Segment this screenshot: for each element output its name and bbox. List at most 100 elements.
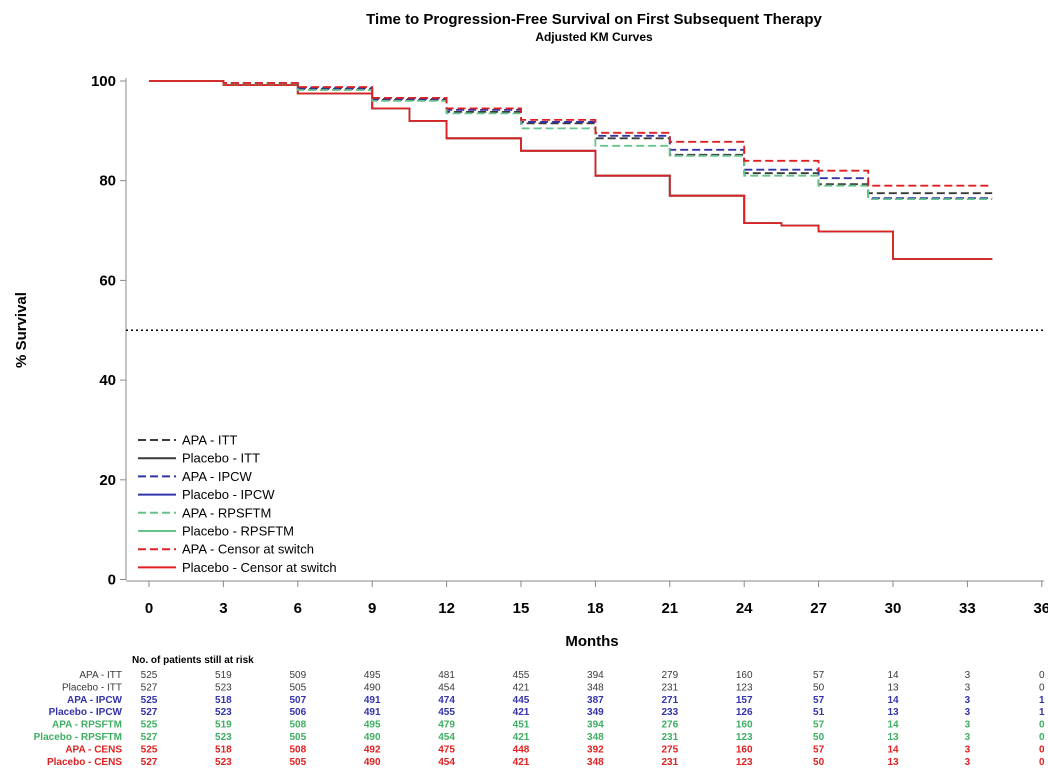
x-tick-label: 27 xyxy=(810,600,827,617)
risk-cell: 454 xyxy=(438,757,455,768)
x-tick-label: 12 xyxy=(438,600,455,617)
risk-cell: 421 xyxy=(513,707,530,718)
risk-cell: 525 xyxy=(141,670,158,681)
risk-cell: 505 xyxy=(289,732,306,743)
series-line-apa-itt xyxy=(149,80,993,195)
x-tick-label: 6 xyxy=(294,600,302,617)
risk-cell: 50 xyxy=(813,757,825,768)
risk-cell: 123 xyxy=(736,682,753,693)
risk-cell: 57 xyxy=(813,720,825,731)
risk-cell: 495 xyxy=(364,670,381,681)
x-tick-label: 36 xyxy=(1033,600,1048,617)
risk-cell: 523 xyxy=(215,682,232,693)
risk-cell: 160 xyxy=(736,720,753,731)
risk-cell: 454 xyxy=(438,732,455,743)
y-tick-label: 40 xyxy=(99,372,116,389)
risk-row-label: Placebo - CENS xyxy=(47,757,122,768)
y-tick-label: 100 xyxy=(91,73,116,90)
risk-cell: 490 xyxy=(364,682,381,693)
risk-cell: 3 xyxy=(965,744,971,755)
risk-cell: 491 xyxy=(364,695,381,706)
risk-cell: 455 xyxy=(513,670,530,681)
risk-cell: 3 xyxy=(965,732,971,743)
risk-cell: 0 xyxy=(1039,757,1045,768)
risk-cell: 507 xyxy=(289,695,306,706)
risk-cell: 279 xyxy=(661,670,678,681)
risk-row-label: Placebo - IPCW xyxy=(49,707,123,718)
x-tick-label: 15 xyxy=(513,600,530,617)
risk-cell: 527 xyxy=(141,707,158,718)
x-axis-title: Months xyxy=(565,633,618,650)
legend: APA - ITT Placebo - ITT APA - IPCW Placebo … xyxy=(138,433,337,575)
risk-table: No. of patients still at risk APA - ITT 5… xyxy=(34,655,1045,768)
y-axis-title: % Survival xyxy=(13,292,30,368)
risk-cell: 231 xyxy=(661,732,678,743)
risk-cell: 157 xyxy=(736,695,753,706)
x-tick-label: 3 xyxy=(219,600,227,617)
risk-cell: 348 xyxy=(587,732,604,743)
risk-cell: 527 xyxy=(141,732,158,743)
risk-cell: 0 xyxy=(1039,720,1045,731)
risk-cell: 51 xyxy=(813,707,825,718)
risk-cell: 231 xyxy=(661,682,678,693)
risk-cell: 421 xyxy=(513,682,530,693)
series-line-apa-ipcw xyxy=(149,80,993,199)
risk-cell: 275 xyxy=(661,744,678,755)
risk-cell: 505 xyxy=(289,682,306,693)
risk-cell: 492 xyxy=(364,744,381,755)
risk-cell: 276 xyxy=(661,720,678,731)
risk-cell: 421 xyxy=(513,732,530,743)
risk-cell: 392 xyxy=(587,744,604,755)
x-tick-label: 24 xyxy=(736,600,753,617)
risk-cell: 1 xyxy=(1039,695,1045,706)
risk-cell: 14 xyxy=(887,670,899,681)
risk-cell: 13 xyxy=(887,757,899,768)
risk-cell: 0 xyxy=(1039,744,1045,755)
risk-cell: 506 xyxy=(289,707,306,718)
risk-cell: 523 xyxy=(215,707,232,718)
risk-cell: 455 xyxy=(438,707,455,718)
x-tick-label: 33 xyxy=(959,600,976,617)
risk-cell: 14 xyxy=(887,720,899,731)
risk-cell: 13 xyxy=(887,682,899,693)
risk-cell: 123 xyxy=(736,757,753,768)
x-tick-label: 30 xyxy=(885,600,902,617)
risk-cell: 491 xyxy=(364,707,381,718)
risk-cell: 0 xyxy=(1039,670,1045,681)
risk-cell: 479 xyxy=(438,720,455,731)
y-tick-label: 60 xyxy=(99,272,116,289)
risk-cell: 14 xyxy=(887,744,899,755)
risk-row-label: APA - CENS xyxy=(65,744,122,755)
x-tick-label: 21 xyxy=(661,600,678,617)
risk-cell: 1 xyxy=(1039,707,1045,718)
y-tick-label: 0 xyxy=(108,572,116,589)
risk-cell: 527 xyxy=(141,757,158,768)
risk-cell: 231 xyxy=(661,757,678,768)
series-line-placebo-censor-at-switch xyxy=(149,80,993,260)
risk-cell: 509 xyxy=(289,670,306,681)
risk-cell: 3 xyxy=(965,707,971,718)
legend-item-label: Placebo - Censor at switch xyxy=(182,560,337,575)
risk-cell: 57 xyxy=(813,670,825,681)
risk-cell: 123 xyxy=(736,732,753,743)
risk-cell: 50 xyxy=(813,682,825,693)
risk-cell: 13 xyxy=(887,732,899,743)
risk-cell: 523 xyxy=(215,757,232,768)
risk-cell: 448 xyxy=(513,744,530,755)
risk-cell: 0 xyxy=(1039,682,1045,693)
risk-cell: 160 xyxy=(736,744,753,755)
risk-cell: 519 xyxy=(215,670,232,681)
risk-cell: 57 xyxy=(813,744,825,755)
series-line-apa-censor-at-switch xyxy=(149,80,993,187)
risk-cell: 518 xyxy=(215,744,232,755)
risk-cell: 348 xyxy=(587,757,604,768)
x-tick-label: 0 xyxy=(145,600,153,617)
risk-cell: 525 xyxy=(141,744,158,755)
risk-row-label: Placebo - ITT xyxy=(62,682,122,693)
risk-cell: 3 xyxy=(965,757,971,768)
risk-row-label: APA - ITT xyxy=(79,670,122,681)
risk-cell: 14 xyxy=(887,695,899,706)
risk-cell: 349 xyxy=(587,707,604,718)
risk-cell: 518 xyxy=(215,695,232,706)
